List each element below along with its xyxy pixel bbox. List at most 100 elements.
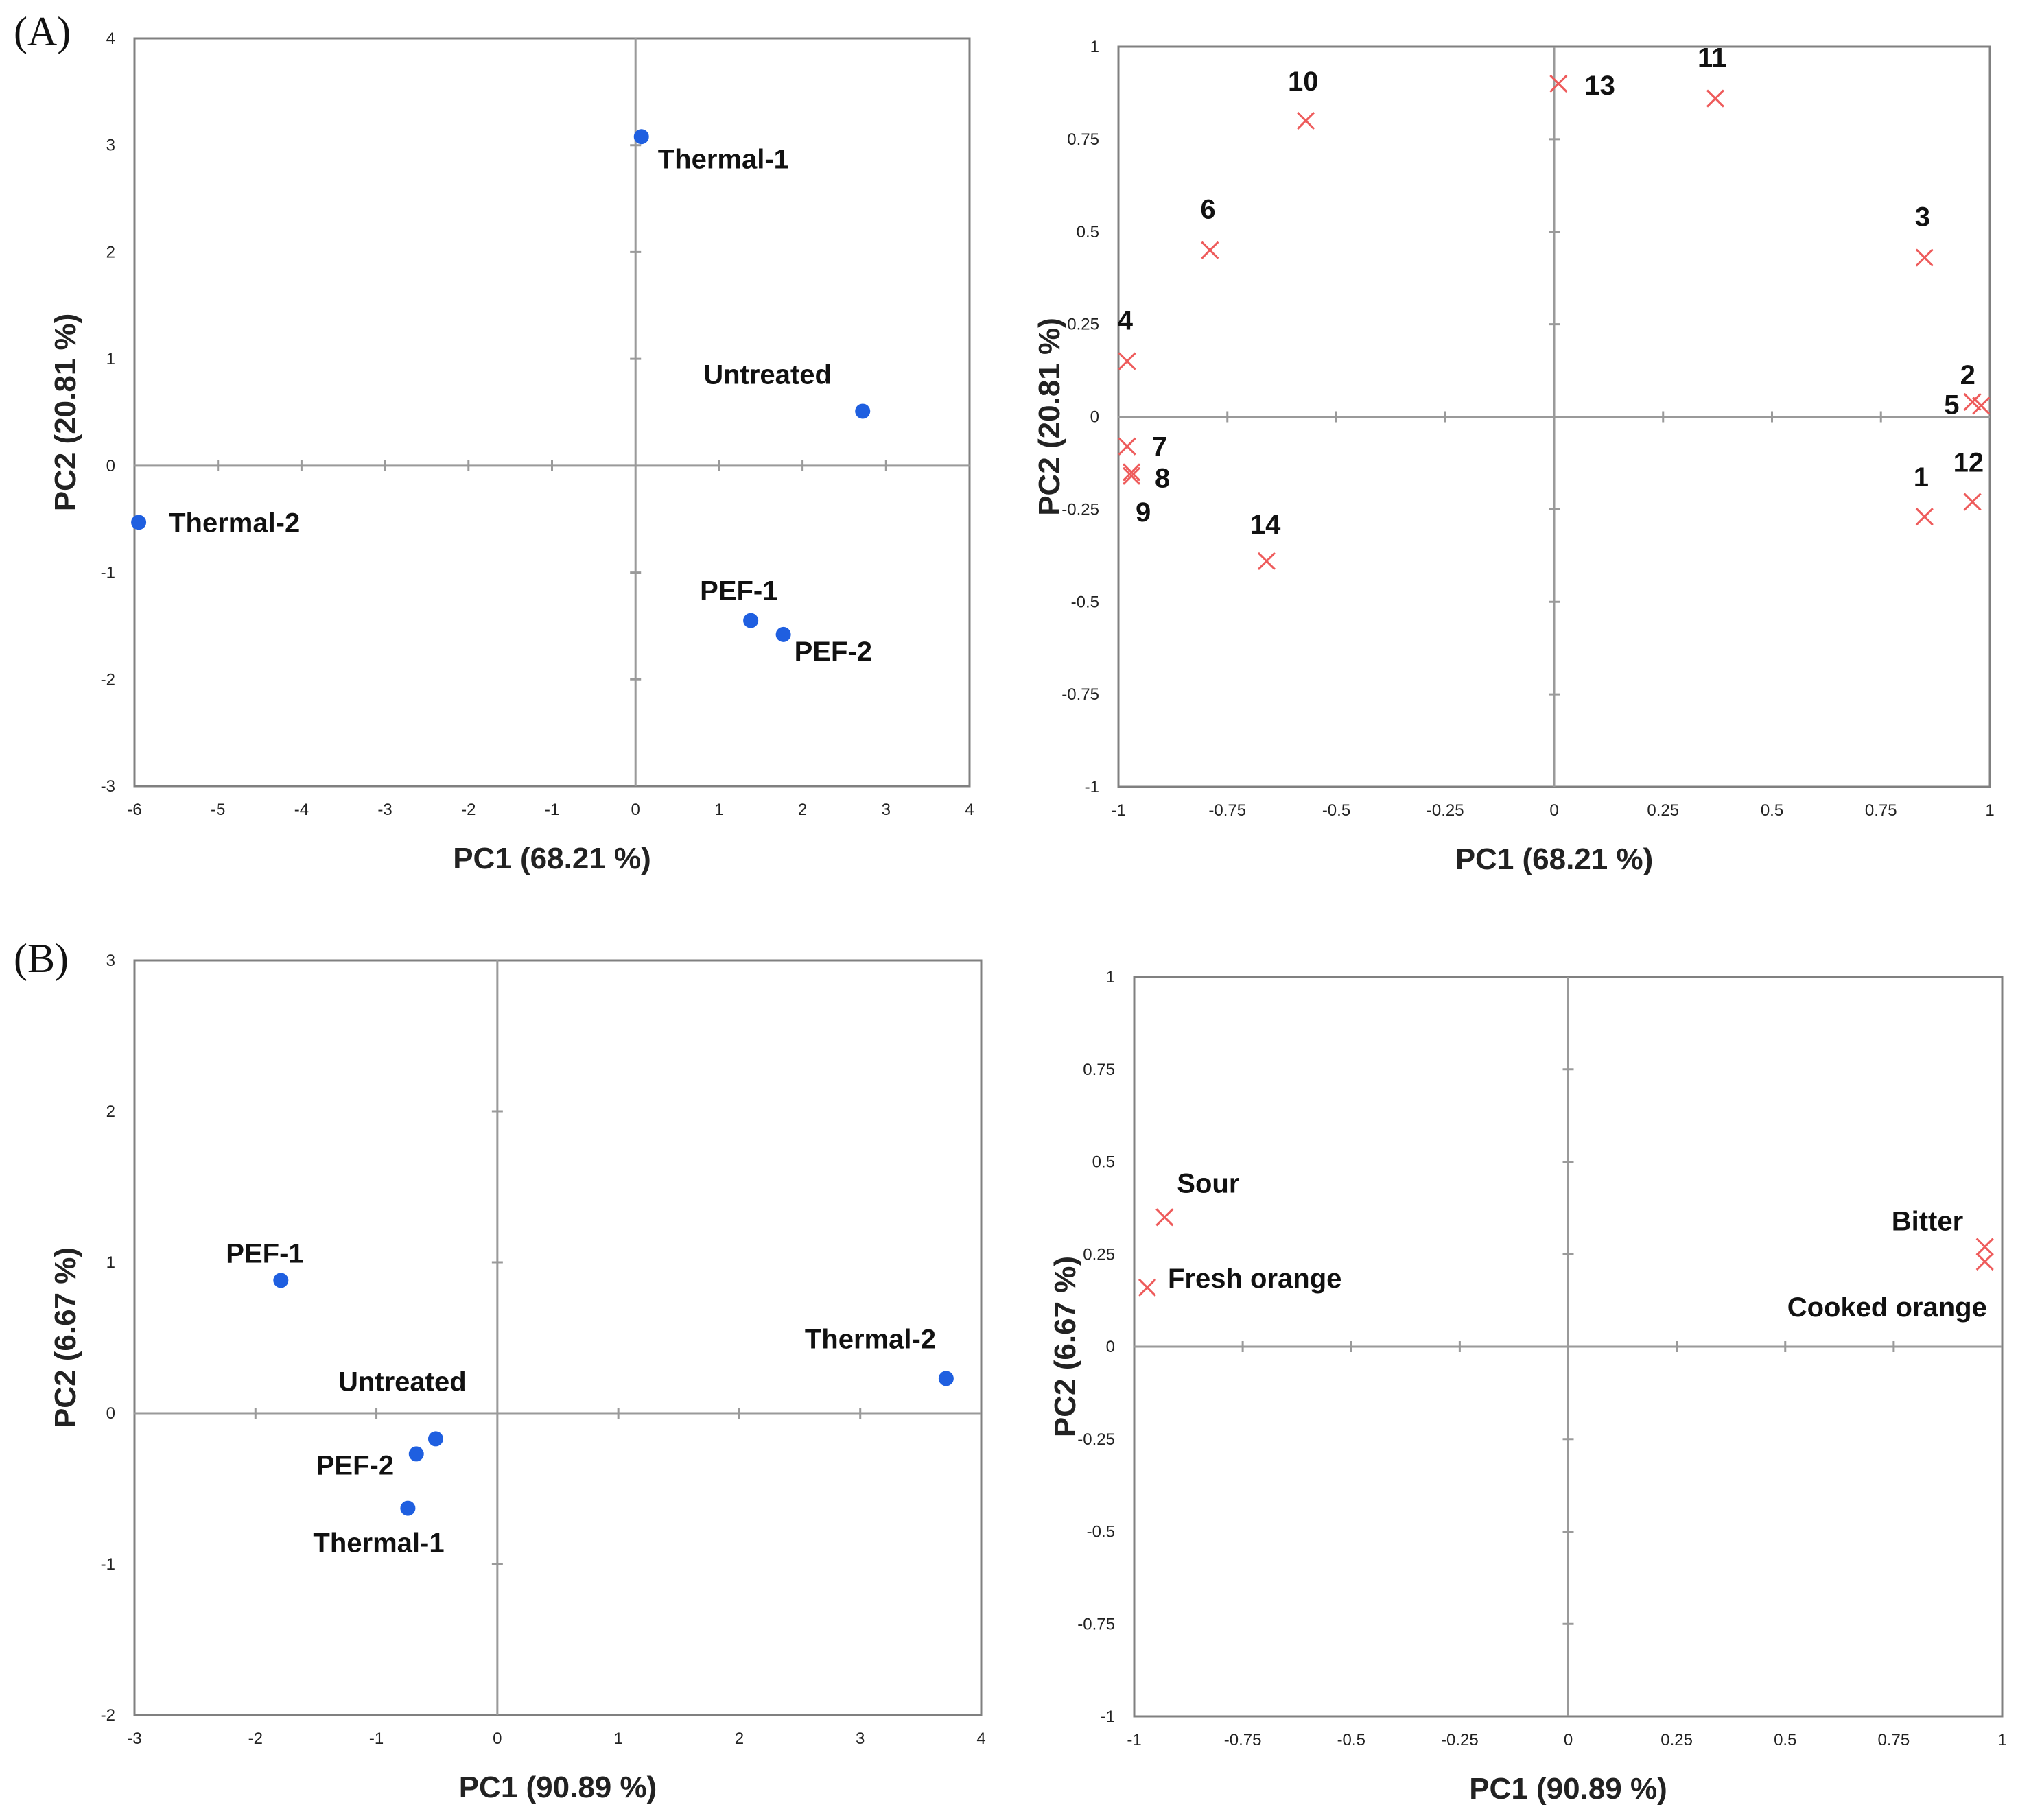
x-tick-label: -5: [211, 801, 225, 819]
x-tick-label: 0.75: [1878, 1731, 1910, 1749]
y-tick-label: -2: [101, 670, 115, 689]
y-tick-label: 0.75: [1083, 1061, 1115, 1079]
y-tick-label: -1: [101, 564, 115, 582]
score-point: [408, 1446, 424, 1462]
x-tick-label: 3: [856, 1729, 865, 1748]
y-tick-label: 3: [106, 952, 115, 970]
point-label: Untreated: [703, 359, 832, 390]
x-tick-label: 0: [1549, 801, 1558, 820]
point-label: 1: [1914, 462, 1929, 493]
x-tick-label: 0.75: [1865, 801, 1897, 820]
point-label: Thermal-2: [805, 1324, 936, 1354]
y-tick-label: -1: [1101, 1707, 1115, 1726]
y-tick-label: 1: [106, 1253, 115, 1272]
x-axis-title: PC1 (68.21 %): [453, 842, 651, 875]
y-tick-label: 4: [106, 29, 115, 48]
loading-marker: [1138, 1278, 1157, 1297]
point-label: Untreated: [338, 1367, 467, 1397]
y-tick-label: 2: [106, 243, 115, 261]
score-point: [427, 1431, 443, 1447]
loading-marker: [1706, 89, 1725, 108]
y-tick-label: 0.25: [1067, 316, 1099, 334]
y-tick-label: 1: [106, 350, 115, 368]
x-tick-label: 1: [1985, 801, 1994, 820]
x-tick-label: -1: [369, 1729, 384, 1748]
y-axis-title: PC2 (20.81 %): [1033, 318, 1066, 516]
score-point: [938, 1371, 954, 1386]
x-tick-label: 4: [976, 1729, 985, 1748]
x-tick-label: 0: [1564, 1731, 1573, 1749]
y-tick-label: -0.5: [1071, 593, 1099, 611]
point-label: Thermal-1: [313, 1528, 444, 1559]
loading-marker: [1296, 111, 1315, 130]
x-tick-label: -2: [461, 801, 476, 819]
x-axis-title: PC1 (68.21 %): [1455, 842, 1654, 876]
y-tick-label: -0.5: [1087, 1523, 1115, 1541]
point-label: Thermal-1: [658, 144, 789, 174]
x-tick-label: 0: [493, 1729, 502, 1748]
point-label: 4: [1118, 306, 1134, 336]
loading-marker: [1257, 552, 1276, 570]
panel-label-a: (A): [14, 9, 71, 54]
x-tick-label: 0.25: [1647, 801, 1679, 820]
x-tick-label: 3: [882, 801, 891, 819]
x-tick-label: -2: [248, 1729, 263, 1748]
y-tick-label: 0: [106, 457, 115, 475]
score-point: [743, 613, 759, 628]
score-point: [273, 1273, 289, 1288]
x-tick-label: -0.75: [1224, 1731, 1262, 1749]
y-tick-label: -0.75: [1077, 1615, 1115, 1633]
y-tick-label: -2: [101, 1706, 115, 1725]
point-label: 11: [1698, 43, 1726, 73]
y-tick-label: 0: [1090, 408, 1099, 427]
x-tick-label: -1: [545, 801, 559, 819]
score-point: [633, 129, 649, 145]
point-label: PEF-1: [700, 576, 777, 606]
y-tick-label: 0.25: [1083, 1245, 1115, 1264]
x-tick-label: -1: [1111, 801, 1125, 820]
y-tick-label: 1: [1090, 38, 1099, 56]
x-tick-label: 2: [735, 1729, 744, 1748]
loading-marker: [1118, 437, 1136, 456]
y-tick-label: -1: [1085, 778, 1099, 796]
x-tick-label: 0.25: [1661, 1731, 1693, 1749]
x-tick-label: -0.5: [1322, 801, 1350, 820]
score-point: [775, 626, 791, 642]
point-label: PEF-2: [795, 637, 872, 667]
point-label: 3: [1915, 202, 1930, 233]
y-tick-label: -0.25: [1077, 1430, 1115, 1449]
loading-marker: [1915, 248, 1934, 267]
x-tick-label: -6: [127, 801, 141, 819]
loading-marker: [1972, 397, 1991, 415]
point-label: Thermal-2: [169, 508, 300, 538]
score-point: [855, 403, 871, 419]
loading-marker: [1122, 466, 1141, 485]
x-tick-label: 1: [714, 801, 723, 819]
loading-marker: [1975, 1252, 1994, 1271]
x-tick-label: -1: [1127, 1731, 1141, 1749]
x-axis-title: PC1 (90.89 %): [459, 1771, 657, 1804]
y-tick-label: 0.75: [1067, 130, 1099, 149]
y-axis-title: PC2 (6.67 %): [49, 1247, 82, 1428]
y-tick-label: 2: [106, 1102, 115, 1121]
point-label: 6: [1200, 195, 1215, 225]
loading-marker: [1975, 1238, 1994, 1256]
point-label: PEF-1: [226, 1238, 303, 1268]
x-tick-label: 0: [631, 801, 640, 819]
point-label: 13: [1584, 71, 1615, 101]
x-tick-label: 1: [613, 1729, 622, 1748]
y-tick-label: -0.75: [1061, 685, 1099, 704]
plot-frame: [133, 959, 983, 1716]
point-label: 8: [1155, 463, 1170, 493]
point-label: Fresh orange: [1168, 1264, 1341, 1294]
panel-label-b: (B): [14, 936, 69, 981]
y-tick-label: 0: [106, 1404, 115, 1423]
loading-marker: [1201, 241, 1219, 259]
score-point: [400, 1500, 416, 1516]
loading-marker: [1963, 493, 1982, 511]
x-tick-label: 4: [965, 801, 974, 819]
point-label: 2: [1960, 360, 1975, 390]
score-point: [131, 515, 147, 530]
loading-marker: [1549, 74, 1568, 93]
